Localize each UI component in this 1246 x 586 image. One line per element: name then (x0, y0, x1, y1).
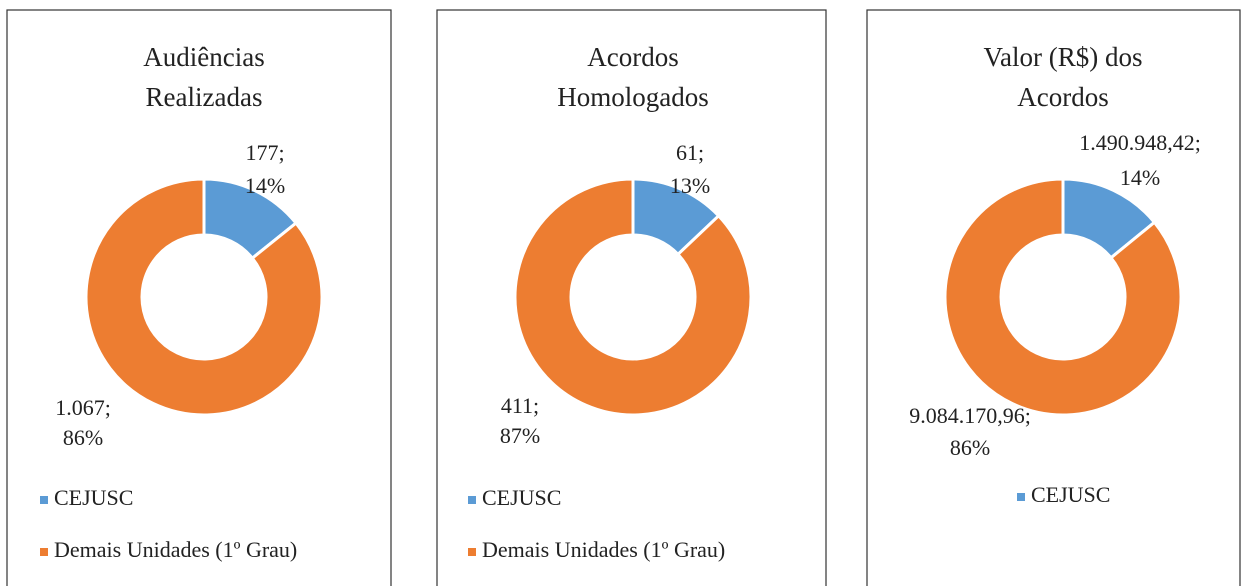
legend-label: CEJUSC (482, 485, 561, 510)
legend-swatch (1017, 493, 1025, 501)
panel (436, 9, 827, 586)
legend-label: CEJUSC (1031, 482, 1110, 507)
legend-label: CEJUSC (54, 485, 133, 510)
percent-label: 14% (245, 173, 285, 198)
legend-label: Demais Unidades (1º Grau) (54, 537, 297, 562)
legend-swatch (468, 548, 476, 556)
chart-title: Acordos (587, 42, 678, 72)
data-label: 61; (676, 140, 704, 165)
panel (6, 9, 392, 586)
percent-label: 86% (950, 435, 990, 460)
chart-title: Audiências (143, 42, 264, 72)
chart-title: Acordos (1017, 82, 1108, 112)
donut-slice (513, 177, 753, 417)
percent-label: 87% (500, 423, 540, 448)
legend-swatch (40, 496, 48, 504)
legend-swatch (468, 496, 476, 504)
data-label: 1.490.948,42; (1079, 130, 1201, 155)
donut-slice (943, 177, 1183, 417)
chart-title: Valor (R$) dos (984, 42, 1143, 72)
data-label: 411; (501, 393, 539, 418)
chart-title: Realizadas (146, 82, 263, 112)
percent-label: 14% (1120, 165, 1160, 190)
legend-swatch (40, 548, 48, 556)
donut-slice (84, 177, 324, 417)
legend-label: Demais Unidades (1º Grau) (482, 537, 725, 562)
data-label: 1.067; (55, 395, 111, 420)
percent-label: 13% (670, 173, 710, 198)
panel (866, 9, 1241, 586)
chart-title: Homologados (557, 82, 709, 112)
data-label: 177; (245, 140, 284, 165)
data-label: 9.084.170,96; (909, 403, 1031, 428)
percent-label: 86% (63, 425, 103, 450)
